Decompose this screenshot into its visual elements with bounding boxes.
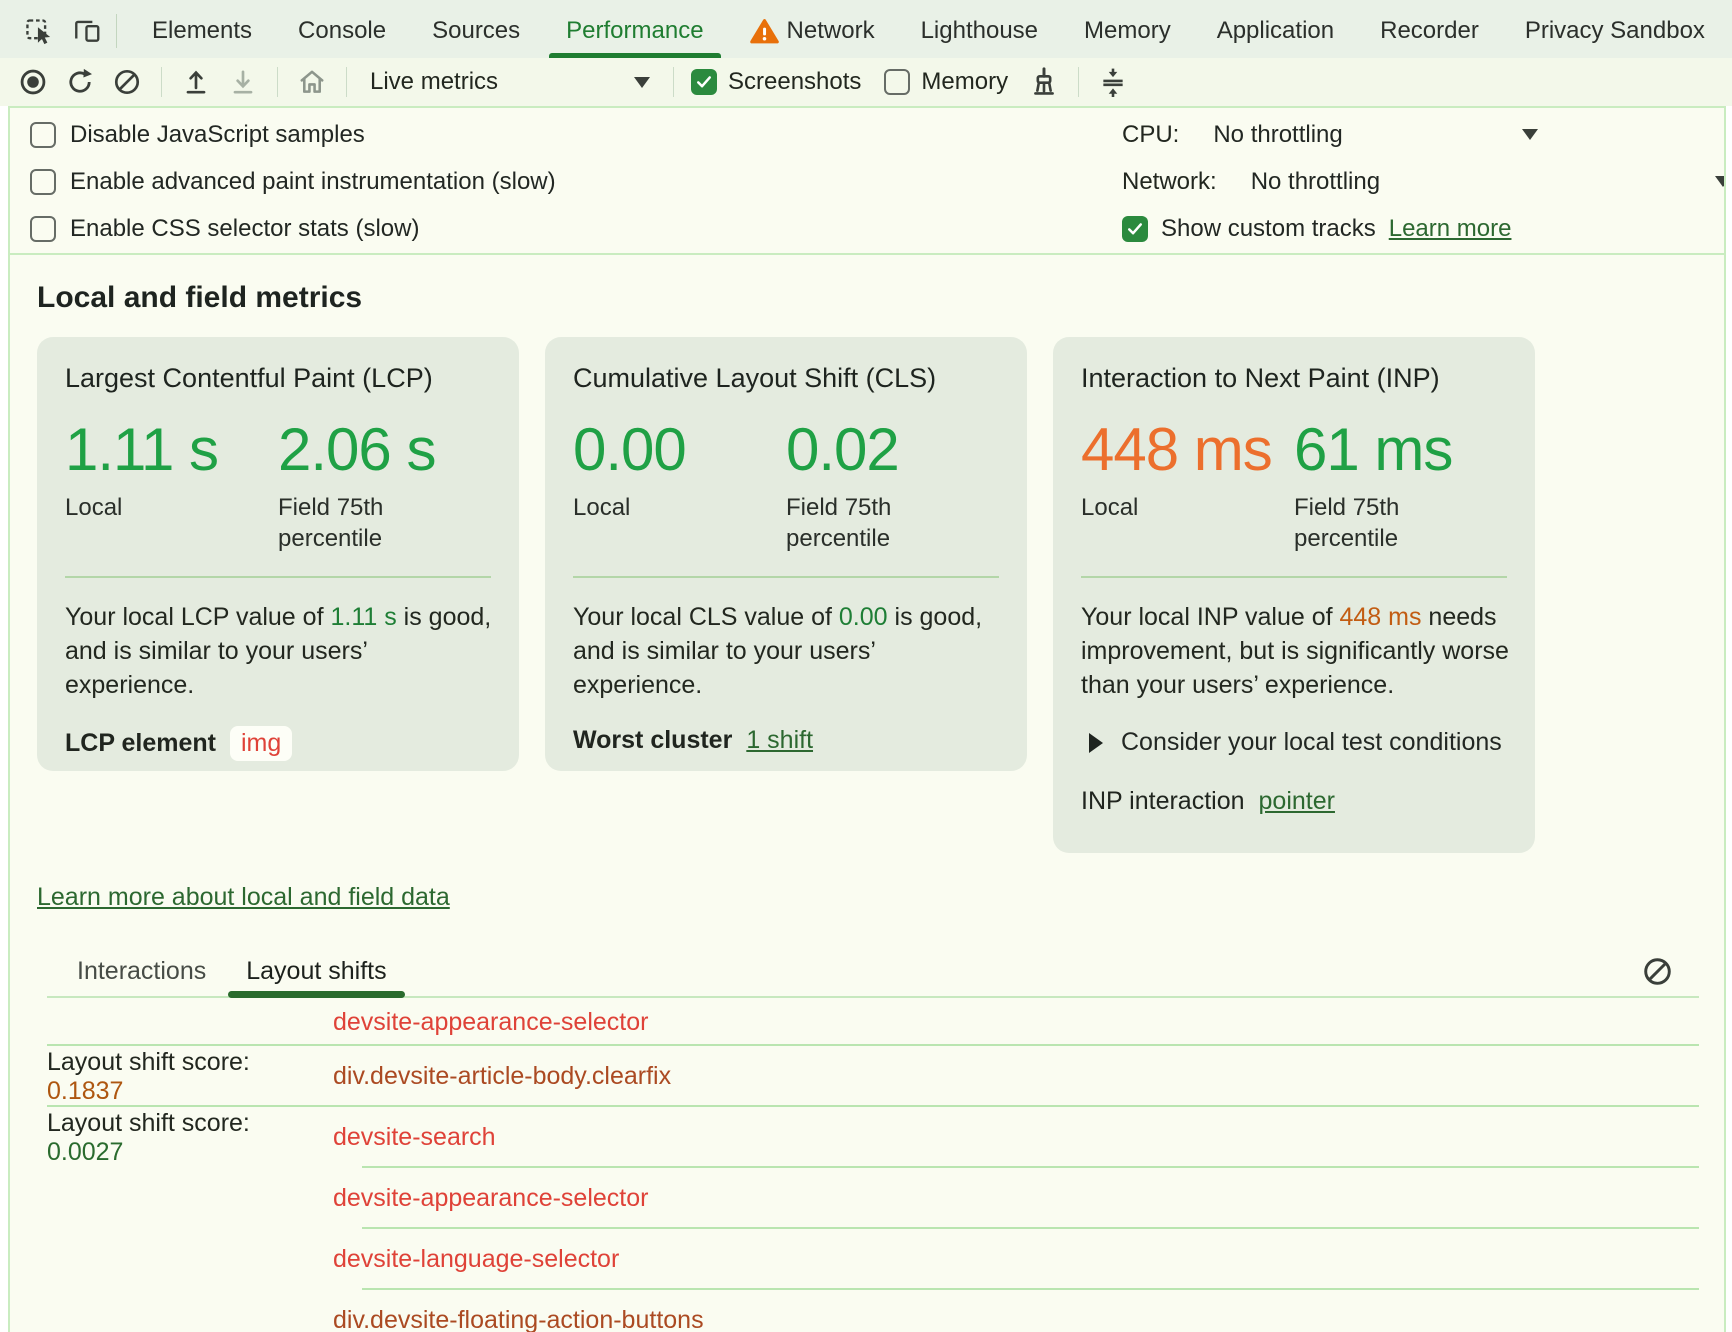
tab-elements[interactable]: Elements: [152, 17, 253, 44]
shift-score: 0.0027: [47, 1137, 124, 1166]
toolbar-separator: [673, 67, 674, 97]
upload-icon[interactable]: [179, 65, 213, 99]
shift-element-link[interactable]: devsite-appearance-selector: [333, 1184, 649, 1212]
show-custom-tracks-checkbox[interactable]: [1122, 215, 1148, 242]
tab-interactions[interactable]: Interactions: [77, 956, 207, 985]
gc-broom-icon[interactable]: [1027, 65, 1061, 99]
cls-description: Your local CLS value of 0.00 is good, an…: [573, 603, 983, 699]
shift-element-link[interactable]: devsite-appearance-selector: [333, 1007, 649, 1036]
tab-layout-shifts[interactable]: Layout shifts: [226, 948, 406, 998]
record-icon[interactable]: [16, 65, 50, 99]
download-icon[interactable]: [226, 65, 260, 99]
device-toolbar-icon[interactable]: [70, 14, 104, 48]
triangle-right-icon: [1089, 732, 1103, 753]
disable-js-samples-checkbox[interactable]: Disable JavaScript samples: [30, 111, 1724, 158]
layout-shifts-table: devsite-appearance-selector Layout shift…: [37, 998, 1724, 1332]
shift-element-link[interactable]: devsite-search: [333, 1123, 496, 1151]
throttling-settings: CPU: No throttling Network: No throttlin…: [1122, 111, 1724, 252]
checkbox-checked-icon: [691, 69, 717, 95]
panel-mode-select[interactable]: Live metrics: [364, 68, 656, 96]
shift-score: 0.1837: [47, 1076, 124, 1105]
tab-performance[interactable]: Performance: [543, 4, 726, 58]
shift-element-link[interactable]: div.devsite-floating-action-buttons: [333, 1306, 704, 1332]
local-test-conditions-disclosure[interactable]: Consider your local test conditions: [1081, 728, 1507, 757]
performance-pane: Disable JavaScript samples Enable advanc…: [8, 106, 1726, 1332]
card-divider: [1081, 576, 1507, 578]
cls-field-value: 0.02: [786, 416, 900, 483]
toolbar-separator: [277, 67, 278, 97]
warning-icon: [749, 18, 779, 45]
chevron-down-icon: [1522, 129, 1538, 140]
inspect-icon[interactable]: [22, 14, 56, 48]
show-custom-tracks-row: Show custom tracks Learn more: [1122, 205, 1724, 252]
table-row: devsite-appearance-selector: [37, 1168, 1724, 1229]
live-metrics-view: Local and field metrics Largest Contentf…: [10, 255, 1724, 1332]
tab-memory[interactable]: Memory: [1084, 17, 1171, 44]
page-title: Local and field metrics: [37, 281, 363, 314]
network-throttling-select[interactable]: Network: No throttling: [1122, 158, 1724, 205]
chevron-down-icon: [1715, 176, 1724, 187]
checkbox-unchecked-icon: [884, 69, 911, 95]
tabbar-separator: [116, 14, 117, 48]
checkbox-unchecked-icon: [30, 121, 56, 148]
capture-settings: Disable JavaScript samples Enable advanc…: [10, 108, 1724, 255]
shifts-tab-bar: Interactions Layout shifts: [37, 948, 1724, 998]
devtools-tab-bar: Elements Console Sources Performance Net…: [0, 0, 1732, 58]
tab-sources[interactable]: Sources: [432, 17, 521, 44]
chevron-down-icon: [634, 76, 650, 88]
tab-lighthouse[interactable]: Lighthouse: [920, 17, 1039, 44]
shift-element-link[interactable]: div.devsite-article-body.clearfix: [333, 1062, 672, 1090]
cls-local-value: 0.00: [573, 416, 687, 483]
clear-log-icon[interactable]: [1640, 954, 1674, 988]
toolbar-separator: [1078, 67, 1080, 97]
inp-card: Interaction to Next Paint (INP) 448 ms L…: [1053, 337, 1535, 853]
learn-more-field-data-link[interactable]: Learn more about local and field data: [37, 883, 450, 911]
tab-privacy-sandbox[interactable]: Privacy Sandbox: [1524, 17, 1705, 44]
lcp-element-link[interactable]: img: [229, 726, 293, 761]
css-selector-stats-checkbox[interactable]: Enable CSS selector stats (slow): [30, 205, 1724, 252]
advanced-paint-checkbox[interactable]: Enable advanced paint instrumentation (s…: [30, 158, 1724, 205]
performance-toolbar: Live metrics Screenshots Memory: [0, 58, 1732, 106]
learn-more-link[interactable]: Learn more: [1388, 214, 1512, 242]
reload-icon[interactable]: [63, 65, 97, 99]
lcp-card: Largest Contentful Paint (LCP) 1.11 s Lo…: [37, 337, 519, 771]
tab-network[interactable]: Network: [727, 4, 898, 58]
card-divider: [573, 576, 999, 578]
worst-cluster-link[interactable]: 1 shift: [746, 726, 814, 754]
table-row: div.devsite-floating-action-buttons: [37, 1290, 1724, 1332]
table-row: devsite-language-selector: [37, 1229, 1724, 1290]
inp-field-value: 61 ms: [1294, 416, 1453, 483]
tab-recorder[interactable]: Recorder: [1380, 17, 1479, 44]
clear-icon[interactable]: [110, 65, 144, 99]
inp-local-value: 448 ms: [1081, 416, 1273, 483]
tab-console[interactable]: Console: [298, 17, 387, 44]
shifts-tab-track: [47, 996, 1699, 998]
checkbox-unchecked-icon: [30, 168, 56, 195]
inp-description: Your local INP value of 448 ms needs imp…: [1081, 603, 1509, 699]
inp-interaction-link[interactable]: pointer: [1258, 787, 1335, 815]
cls-card: Cumulative Layout Shift (CLS) 0.00 Local…: [545, 337, 1027, 771]
table-row: Layout shift score: 0.1837 div.devsite-a…: [37, 1046, 1724, 1107]
table-row: Layout shift score: 0.0027 devsite-searc…: [37, 1107, 1724, 1168]
lcp-local-value: 1.11 s: [65, 416, 219, 483]
card-divider: [65, 576, 491, 578]
lcp-description: Your local LCP value of 1.11 s is good, …: [65, 603, 492, 699]
cpu-throttling-select[interactable]: CPU: No throttling: [1122, 111, 1724, 158]
screenshots-checkbox[interactable]: Screenshots: [691, 68, 861, 96]
checkbox-unchecked-icon: [30, 215, 56, 242]
collapse-icon[interactable]: [1096, 65, 1130, 99]
toolbar-separator: [161, 67, 162, 97]
table-row: devsite-appearance-selector: [37, 998, 1724, 1046]
shift-element-link[interactable]: devsite-language-selector: [333, 1245, 620, 1273]
lcp-field-value: 2.06 s: [278, 416, 436, 483]
home-icon[interactable]: [295, 65, 329, 99]
tab-application[interactable]: Application: [1216, 17, 1335, 44]
memory-checkbox[interactable]: Memory: [884, 68, 1008, 96]
toolbar-separator: [346, 67, 347, 97]
